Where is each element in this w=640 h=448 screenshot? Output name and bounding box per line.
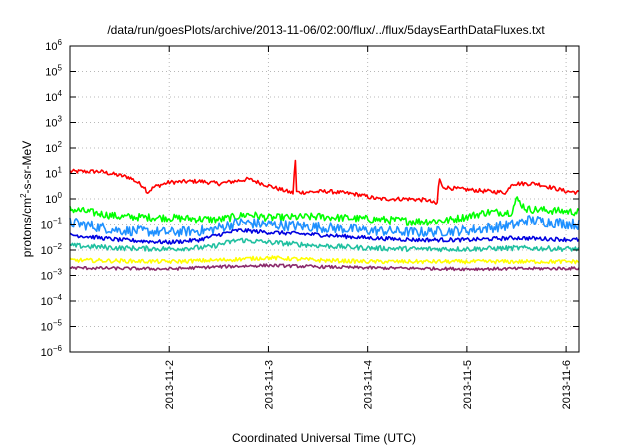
y-tick-label: 103 [45, 115, 62, 130]
x-tick-label: 2013-11-5 [462, 360, 474, 409]
y-tick-label: 105 [45, 64, 62, 79]
series-line-7 [69, 263, 580, 272]
x-axis-ticks: 2013-11-2 2013-11-3 2013-11-4 2013-11-5 2013… [164, 46, 573, 409]
y-tick-label: 10−5 [41, 319, 63, 334]
y-tick-label: 104 [45, 89, 62, 104]
x-axis-label: Coordinated Universal Time (UTC) [232, 431, 416, 445]
y-tick-label: 101 [45, 166, 62, 181]
chart-title: /data/run/goesPlots/archive/2013-11-06/0… [107, 23, 545, 37]
y-tick-label: 10−6 [41, 344, 63, 359]
y-tick-label: 10−2 [41, 242, 63, 257]
x-tick-label: 2013-11-2 [164, 360, 176, 409]
y-axis-ticks: 10−6 10−5 10−4 10−3 10−2 10−1 100 101 102 103 104 1… [41, 38, 579, 359]
series-line-2 [69, 196, 580, 226]
y-tick-label: 102 [45, 140, 62, 155]
series-layer [69, 159, 580, 272]
series-line-5 [69, 237, 580, 253]
series-line-1 [69, 159, 580, 205]
y-tick-label: 10−1 [41, 217, 63, 232]
series-line-4 [69, 228, 580, 245]
grid-lines [70, 46, 579, 352]
series-line-3 [69, 215, 580, 238]
x-tick-label: 2013-11-4 [363, 360, 375, 409]
y-tick-label: 10−3 [41, 268, 63, 283]
y-axis-label: protons/cm2-s-sr-MeV [19, 141, 34, 257]
y-tick-label: 10−4 [41, 293, 63, 308]
y-tick-label: 100 [45, 191, 62, 206]
y-tick-label: 106 [45, 38, 62, 53]
x-tick-label: 2013-11-6 [561, 360, 573, 409]
x-tick-label: 2013-11-3 [263, 360, 275, 409]
series-line-6 [69, 255, 580, 265]
